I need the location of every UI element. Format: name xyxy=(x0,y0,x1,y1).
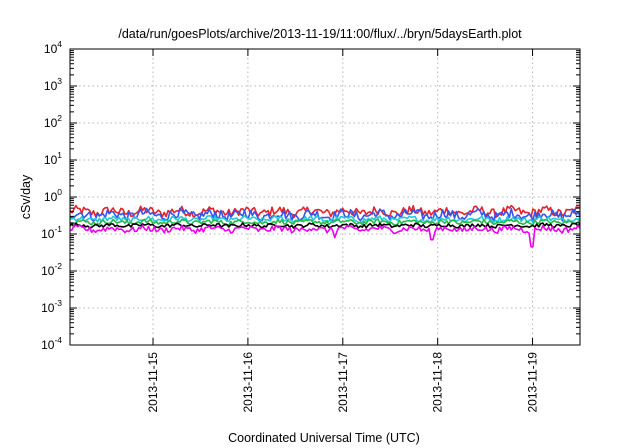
y-tick-label: 100 xyxy=(44,187,62,204)
series-line xyxy=(70,218,580,226)
series-line xyxy=(70,207,580,222)
grid xyxy=(70,49,580,345)
y-tick-label: 103 xyxy=(44,76,62,93)
y-tick-label: 10-3 xyxy=(41,298,62,315)
x-tick-label: 2013-11-15 xyxy=(146,352,160,413)
x-axis: 2013-11-15 2013-11-16 2013-11-17 2013-11-18… xyxy=(146,49,540,413)
series-line xyxy=(70,224,580,248)
y-tick-label: 101 xyxy=(44,150,62,167)
y-tick-label: 104 xyxy=(44,39,62,56)
x-tick-label: 2013-11-16 xyxy=(241,352,255,413)
chart-title: /data/run/goesPlots/archive/2013-11-19/1… xyxy=(118,27,522,41)
y-axis-label: cSv/day xyxy=(19,174,33,219)
series-group xyxy=(70,204,580,248)
x-tick-label: 2013-11-17 xyxy=(336,352,350,413)
series-line xyxy=(70,204,580,219)
series-line xyxy=(70,215,580,224)
y-tick-label: 10-1 xyxy=(41,224,62,241)
y-tick-label: 10-4 xyxy=(41,335,62,352)
x-axis-label: Coordinated Universal Time (UTC) xyxy=(228,431,420,445)
x-tick-label: 2013-11-18 xyxy=(431,352,445,413)
y-tick-label: 10-2 xyxy=(41,261,62,278)
x-tick-label: 2013-11-19 xyxy=(526,352,540,413)
y-axis: 10-4 10-3 10-2 10-1 100 101 102 103 104 xyxy=(41,39,580,352)
y-tick-label: 102 xyxy=(44,113,62,130)
